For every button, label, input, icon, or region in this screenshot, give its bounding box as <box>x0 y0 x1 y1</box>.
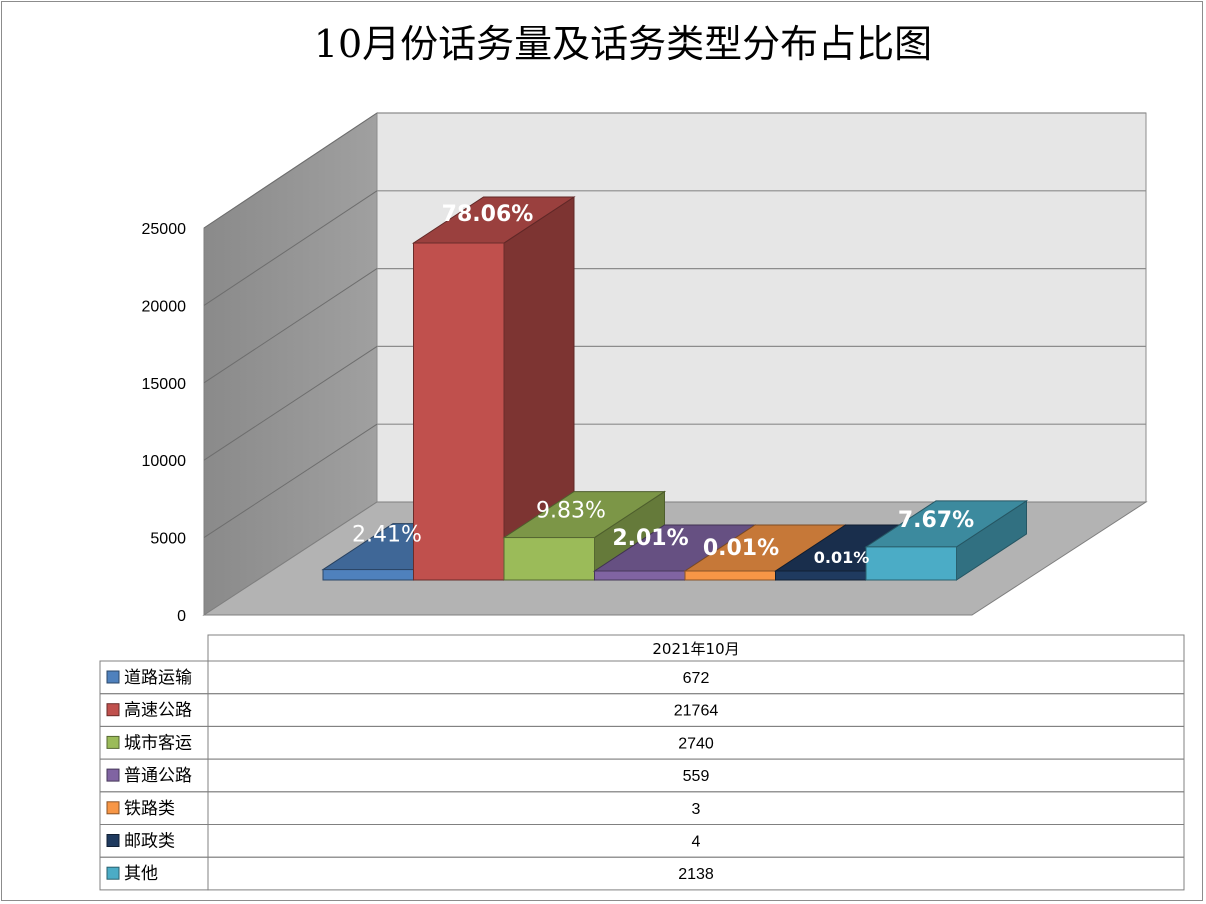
gridline-side <box>203 112 378 229</box>
data-label: 78.06% <box>442 202 534 227</box>
gridline-side <box>203 190 378 306</box>
bar-front <box>413 242 505 581</box>
bars <box>321 196 1029 581</box>
gridline-side <box>203 423 378 539</box>
legend-label: 高速公路 <box>124 701 192 721</box>
bar-front <box>865 546 957 581</box>
gridline-side <box>203 268 378 384</box>
table-row-value-cell <box>207 856 1185 891</box>
legend-label: 道路运输 <box>124 668 192 688</box>
bar-front <box>684 570 776 581</box>
table-header: 2021年10月 <box>652 640 739 658</box>
y-tick-label: 0 <box>177 608 186 625</box>
legend-swatch <box>106 801 120 815</box>
gridline-side <box>203 345 378 461</box>
table-value: 2138 <box>678 866 714 883</box>
legend-swatch <box>106 866 120 880</box>
legend-label: 铁路类 <box>124 799 175 819</box>
bar-front <box>503 537 595 581</box>
table-value: 21764 <box>674 703 719 720</box>
legend-label: 其他 <box>124 864 158 884</box>
y-tick-label: 15000 <box>142 376 187 393</box>
table-value: 3 <box>692 801 701 818</box>
legend-swatch <box>106 735 120 749</box>
data-label: 9.83% <box>536 499 606 524</box>
y-tick-label: 20000 <box>142 298 187 315</box>
table-row: 普通公路 559 <box>99 758 1185 793</box>
chart-title: 10月份话务量及话务类型分布占比图 <box>314 22 932 66</box>
table-value: 4 <box>692 834 701 851</box>
y-tick-label: 5000 <box>150 531 186 548</box>
bar-front <box>322 569 414 581</box>
bar <box>411 196 576 581</box>
data-label: 7.67% <box>898 508 974 533</box>
data-label: 0.01% <box>814 548 870 567</box>
y-tick-label: 10000 <box>142 453 187 470</box>
table-row: 城市客运 2740 <box>99 725 1185 760</box>
bar-front <box>594 570 686 581</box>
bar <box>864 499 1029 581</box>
table-value: 559 <box>683 768 710 785</box>
legend-swatch <box>106 703 120 717</box>
table-row: 邮政类 4 <box>99 824 1185 858</box>
legend-swatch <box>106 768 120 782</box>
table-row: 高速公路 21764 <box>99 693 1185 727</box>
data-label: 0.01% <box>703 536 779 561</box>
legend-swatch <box>106 670 120 684</box>
table-row: 道路运输 672 <box>99 660 1185 695</box>
bar <box>502 490 667 581</box>
y-axis-ticks: 0 5000 10000 15000 20000 25000 <box>142 221 187 625</box>
legend-swatch <box>106 834 120 847</box>
table-value: 672 <box>683 670 710 687</box>
y-tick-label: 25000 <box>142 221 187 238</box>
data-label: 2.01% <box>612 526 688 551</box>
table-row: 其他 2138 <box>99 856 1185 891</box>
table-value: 2740 <box>678 735 714 752</box>
bar-front <box>775 570 867 581</box>
data-label: 2.41% <box>352 523 422 548</box>
data-labels: 2.41% 78.06% 9.83%2.01% 0.01% 0.01% 7.67% <box>352 202 974 567</box>
legend-label: 城市客运 <box>124 733 192 753</box>
legend-label: 普通公路 <box>124 766 192 786</box>
table-row: 铁路类 3 <box>99 791 1185 825</box>
legend-label: 邮政类 <box>124 832 175 852</box>
